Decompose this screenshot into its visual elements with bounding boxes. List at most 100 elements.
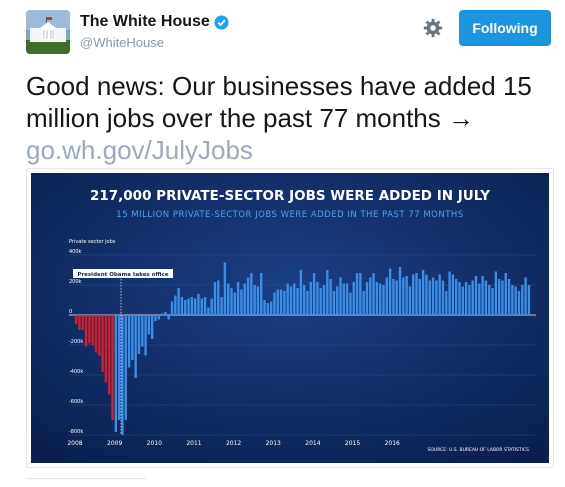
chart-bar — [108, 315, 111, 395]
chart-bar — [220, 297, 223, 315]
x-tick-label: 2015 — [345, 440, 360, 447]
chart-bar — [213, 282, 217, 315]
chart-bar — [345, 283, 349, 315]
chart-bar — [276, 289, 279, 315]
chart-bar — [369, 277, 372, 315]
chart-bar — [134, 315, 137, 378]
chart-bar — [398, 267, 402, 315]
annotation-text: President Obama takes office — [77, 272, 168, 278]
chart-bar — [491, 288, 494, 315]
account-name[interactable]: The White House — [80, 13, 229, 31]
chart-bar — [94, 315, 98, 353]
chart-bar — [91, 315, 94, 345]
chart-bar — [174, 295, 177, 315]
chart-bar — [121, 315, 124, 435]
chart-bar — [114, 315, 118, 432]
chart-bar — [263, 300, 266, 315]
chart-bar — [193, 298, 197, 315]
chart-bar — [517, 291, 521, 315]
chart-bar — [269, 301, 273, 315]
chart-bar — [299, 270, 303, 315]
chart-bar — [431, 277, 435, 315]
chart-bar — [329, 279, 332, 315]
chart-bar — [154, 315, 157, 321]
tweet-image-card[interactable]: 217,000 PRIVATE-SECTOR JOBS WERE ADDED I… — [26, 168, 554, 468]
y-tick-label: 200k — [69, 279, 82, 285]
chart-bar — [339, 277, 342, 315]
chart-bar — [200, 298, 203, 315]
chart-bar — [418, 279, 422, 315]
chart-bar — [177, 288, 180, 315]
chart-bar — [296, 288, 299, 315]
chart-bar — [137, 315, 141, 354]
chart-bar — [478, 283, 481, 315]
chart-bar — [207, 307, 210, 315]
chart-bar — [84, 315, 88, 347]
chart-bar — [101, 315, 104, 372]
chart-bar — [481, 276, 484, 315]
chart-bar — [451, 274, 455, 315]
x-tick-label: 2009 — [107, 440, 122, 447]
tweet-body: Good news: Our businesses have added 15 … — [26, 71, 532, 133]
x-tick-label: 2014 — [305, 440, 320, 447]
chart-bar — [474, 276, 478, 315]
chart-bar — [375, 282, 379, 315]
chart-bar — [511, 285, 514, 315]
chart-bar — [527, 285, 531, 315]
gear-icon[interactable] — [422, 17, 444, 39]
chart-bar — [197, 294, 200, 315]
chart-bar — [144, 315, 147, 356]
chart-bar — [359, 273, 362, 315]
chart-bar — [180, 297, 184, 315]
following-button[interactable]: Following — [459, 10, 551, 46]
chart-bar — [342, 283, 346, 315]
chart-bar — [365, 282, 369, 315]
chart-bar — [230, 288, 233, 315]
chart-bar — [349, 292, 352, 315]
chart-bar — [428, 280, 431, 315]
chart-bar — [488, 285, 491, 315]
chart-bar — [514, 286, 517, 315]
chart-bar — [147, 315, 151, 335]
chart-bar — [445, 291, 448, 315]
chart-bar — [260, 273, 263, 315]
tweet-text: Good news: Our businesses have added 15 … — [26, 70, 546, 166]
chart-bar — [111, 315, 114, 420]
chart-bar — [273, 292, 276, 315]
jobs-chart: 217,000 PRIVATE-SECTOR JOBS WERE ADDED I… — [31, 173, 549, 463]
account-name-text[interactable]: The White House — [80, 13, 210, 30]
chart-bar — [98, 315, 101, 356]
chart-bar — [266, 303, 270, 315]
chart-bar — [405, 276, 408, 315]
chart-bar — [78, 315, 81, 330]
chart-bar — [408, 286, 412, 315]
account-handle[interactable]: @WhiteHouse — [80, 35, 165, 50]
chart-bar — [253, 285, 256, 315]
chart-bar — [157, 315, 160, 320]
chart-bar — [184, 300, 187, 315]
chart-bar — [203, 297, 207, 315]
chart-bar — [233, 292, 236, 315]
chart-bar — [468, 285, 471, 315]
chart-bar — [316, 282, 319, 315]
avatar[interactable] — [26, 10, 70, 54]
x-tick-label: 2011 — [186, 440, 201, 447]
chart-bar — [448, 271, 451, 315]
chart-bar — [170, 301, 174, 315]
chart-bar — [286, 283, 289, 315]
x-tick-label: 2012 — [226, 440, 241, 447]
chart-bar — [326, 270, 329, 315]
chart-bar — [336, 286, 339, 315]
chart-bar — [388, 268, 392, 315]
chart-bar — [190, 297, 194, 315]
chart-bar — [471, 280, 474, 315]
chart-bar — [309, 282, 312, 315]
tweet-link[interactable]: go.wh.gov/JulyJobs — [26, 135, 253, 165]
chart-bar — [461, 286, 464, 315]
chart-bar — [312, 273, 316, 315]
chart-bar — [372, 273, 375, 315]
chart-bar — [117, 315, 121, 420]
chart-bar — [141, 315, 144, 347]
divider — [26, 478, 146, 479]
chart-bar — [124, 315, 127, 420]
